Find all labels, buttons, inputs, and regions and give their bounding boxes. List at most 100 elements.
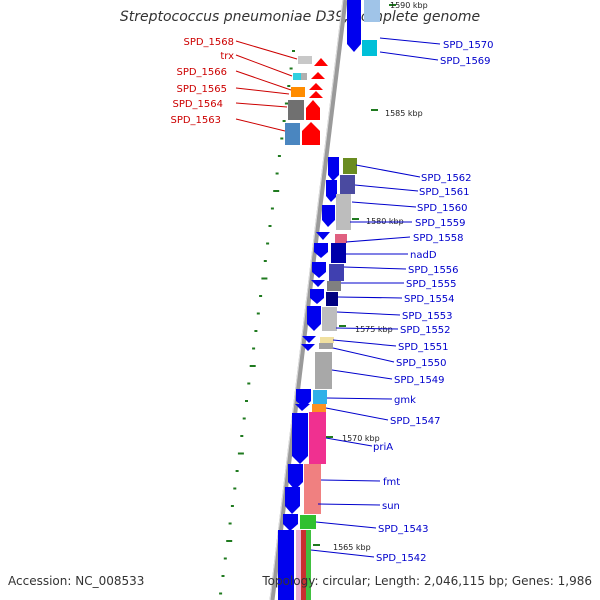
gene-label: SPD_1547	[390, 416, 441, 427]
reverse-arrow	[314, 58, 328, 66]
gene-label: SPD_1562	[421, 173, 472, 184]
gene-label: trx	[220, 51, 234, 62]
forward-genes	[278, 0, 380, 600]
gene-label: sun	[382, 501, 400, 512]
gene-label: SPD_1558	[413, 233, 464, 244]
gene-label: SPD_1570	[443, 40, 494, 51]
curve-dot	[240, 435, 244, 437]
gene-label: SPD_1552	[400, 325, 451, 336]
tick-label: 1570 kbp	[342, 434, 380, 443]
curve-dot	[270, 207, 274, 210]
gene-label: SPD_1551	[398, 342, 449, 353]
gene-label: priA	[373, 442, 393, 453]
curve-dot	[263, 260, 267, 262]
forward-arrow	[314, 243, 328, 258]
gene-block	[293, 73, 301, 80]
forward-arrow	[307, 306, 321, 331]
gene-block	[312, 404, 326, 412]
gene-block	[320, 337, 334, 343]
gene-label: nadD	[410, 250, 437, 261]
curve-dot	[277, 155, 281, 157]
forward-arrow	[302, 336, 316, 343]
gene-block	[336, 194, 351, 230]
forward-arrow	[312, 262, 326, 278]
map-title: Streptococcus pneumoniae D39, complete g…	[119, 9, 481, 25]
gene-block	[364, 0, 380, 22]
forward-arrow	[283, 514, 298, 531]
gene-block	[340, 175, 355, 194]
forward-arrow	[285, 487, 300, 514]
gene-label: SPD_1559	[415, 218, 466, 229]
gene-block	[296, 530, 301, 600]
gene-label: SPD_1553	[402, 311, 453, 322]
curve-dot	[275, 172, 279, 175]
gene-block	[329, 264, 344, 281]
gene-label: SPD_1564	[172, 99, 223, 110]
curve-dot	[289, 67, 293, 70]
gene-block	[306, 530, 311, 600]
forward-arrow	[311, 280, 325, 287]
gene-block	[313, 390, 327, 404]
curve-dot	[252, 347, 256, 350]
reverse-arrow	[309, 83, 323, 90]
forward-arrow	[328, 157, 339, 181]
gene-block	[298, 56, 312, 64]
gene-block	[288, 100, 304, 120]
curve-dot	[235, 470, 239, 472]
curve-dot	[280, 137, 284, 140]
gene-label: SPD_1555	[406, 279, 457, 290]
left-labels: SPD_1568 trx SPD_1566 SPD_1565 SPD_1564 …	[170, 37, 234, 126]
tick-label: 1585 kbp	[385, 109, 423, 118]
genome-backbone-highlight	[269, 0, 344, 600]
forward-arrow	[292, 413, 308, 464]
curve-dot	[261, 277, 268, 280]
forward-arrow	[322, 205, 335, 227]
curve-dot	[266, 242, 270, 245]
forward-arrow	[310, 289, 324, 304]
forward-arrow	[288, 464, 303, 490]
gene-block	[304, 464, 321, 514]
gene-label: SPD_1550	[396, 358, 447, 369]
gene-label: SPD_1543	[378, 524, 429, 535]
curve-dot	[221, 575, 225, 577]
tick-label: 1590 kbp	[390, 1, 428, 10]
curve-dot	[247, 382, 251, 385]
tick-label: 1575 kbp	[355, 325, 393, 334]
curve-dot	[292, 50, 295, 52]
gene-block	[343, 158, 357, 174]
reverse-arrow	[302, 122, 320, 145]
gene-block	[335, 234, 347, 243]
forward-arrow	[278, 530, 294, 600]
gene-block	[327, 281, 341, 291]
curve-dot	[233, 487, 237, 490]
gene-block	[326, 292, 338, 306]
curve-dot	[254, 330, 258, 332]
curve-dot	[230, 505, 234, 507]
gene-label: SPD_1554	[404, 294, 455, 305]
right-callout-lines	[310, 37, 441, 558]
accession-label: Accession: NC_008533	[8, 574, 145, 588]
gene-block	[331, 243, 346, 263]
gene-label: SPD_1560	[417, 203, 468, 214]
gene-label: SPD_1542	[376, 553, 427, 564]
topology-label: Topology: circular; Length: 2,046,115 bp…	[262, 574, 592, 588]
forward-arrow	[316, 232, 330, 240]
gene-label: SPD_1563	[170, 115, 221, 126]
dotted-curve	[219, 50, 295, 595]
tick-label: 1565 kbp	[333, 543, 371, 552]
gene-block	[315, 352, 332, 389]
curve-dot	[273, 190, 280, 192]
gene-block	[291, 87, 305, 97]
gene-label: SPD_1549	[394, 375, 445, 386]
gene-block	[300, 515, 316, 529]
right-labels: SPD_1570 SPD_1569 SPD_1562 SPD_1561 SPD_…	[373, 40, 494, 564]
gene-label: SPD_1556	[408, 265, 459, 276]
gene-block	[362, 40, 377, 56]
forward-arrow	[296, 389, 311, 408]
curve-dot	[287, 85, 291, 87]
gene-label: SPD_1565	[176, 84, 227, 95]
gene-block	[301, 530, 306, 600]
forward-arrow	[301, 344, 315, 351]
reverse-arrow	[311, 72, 325, 79]
